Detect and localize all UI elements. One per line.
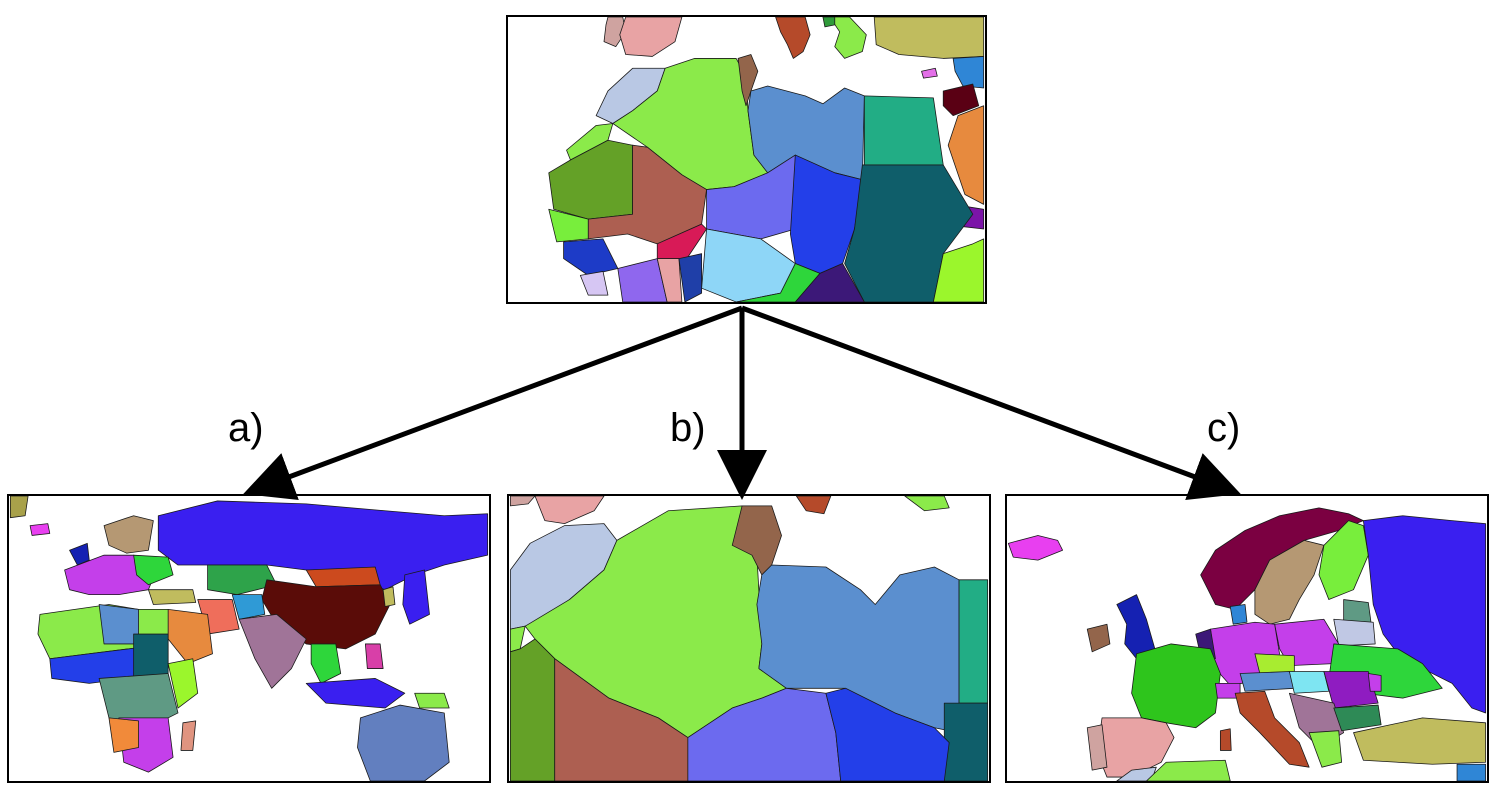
map-panel-a: [7, 494, 491, 783]
region-russia-c: [1362, 515, 1487, 714]
region-ivory: [617, 258, 668, 302]
region-india: [238, 613, 307, 689]
region-moldova-c: [1367, 673, 1382, 692]
region-burkina: [656, 223, 707, 260]
region-iceland-c: [1007, 535, 1063, 561]
region-italy-c: [1234, 690, 1310, 768]
region-turkey: [873, 17, 985, 59]
label-c: c): [1207, 406, 1241, 450]
region-greece-c: [1308, 730, 1343, 768]
region-angola: [108, 717, 139, 753]
region-romania-c: [1323, 671, 1379, 709]
region-italy-b: [795, 496, 832, 515]
region-mauritania-b: [509, 638, 556, 781]
region-togo-benin: [678, 253, 703, 302]
region-hungary-c: [1289, 671, 1330, 694]
region-guinea: [563, 238, 619, 276]
region-greenland-tip: [9, 496, 29, 519]
region-uk-c: [1116, 594, 1157, 660]
region-iberia-b: [509, 496, 536, 507]
region-car: [794, 263, 865, 302]
region-senegal: [548, 208, 589, 243]
region-sudan-a: [133, 633, 169, 679]
region-north-africa-c: [1116, 766, 1157, 781]
region-jordan: [942, 83, 980, 117]
region-saudi: [947, 105, 985, 205]
region-sweden-c: [1254, 539, 1325, 625]
region-syria-c: [1456, 763, 1487, 781]
region-scandinavia: [103, 515, 154, 554]
region-france-c: [1131, 643, 1221, 729]
label-a: a): [228, 406, 264, 450]
region-western-sahara: [566, 123, 614, 161]
region-balkan: [822, 17, 836, 28]
region-iberia: [603, 17, 627, 47]
region-sudan: [844, 164, 974, 302]
region-libya-a: [98, 604, 139, 645]
region-sudan-b: [943, 702, 989, 781]
region-indonesia: [305, 678, 406, 709]
region-egypt: [863, 95, 944, 166]
region-spain: [619, 17, 683, 57]
region-finland-c: [1318, 520, 1369, 600]
region-madagascar: [180, 720, 197, 751]
europe-map: [1007, 507, 1487, 781]
region-ireland-c: [1086, 623, 1111, 653]
region-chad-b: [825, 687, 950, 781]
region-greece: [829, 17, 867, 59]
algeria-libya-map: [509, 496, 989, 781]
region-turkey: [148, 589, 197, 605]
region-egypt-b: [958, 579, 989, 704]
arrow-to-a: [243, 305, 743, 500]
region-algeria-c: [1146, 759, 1231, 781]
region-turkey-c: [1353, 717, 1487, 765]
map-panel-b: [507, 494, 991, 783]
map-panel-c: [1005, 494, 1489, 783]
region-syria: [952, 56, 985, 89]
region-japan: [402, 569, 430, 625]
region-mauritania: [548, 139, 633, 220]
region-kazakh: [207, 564, 278, 596]
region-greece-b: [904, 496, 950, 512]
region-png: [414, 692, 450, 709]
region-cameroon: [735, 263, 821, 302]
region-sardinia-c: [1219, 728, 1232, 751]
region-belarus-c: [1333, 618, 1376, 647]
region-mongolia: [305, 566, 381, 588]
north-africa-map: [548, 17, 985, 302]
region-cyprus: [921, 67, 938, 79]
region-austria-c: [1239, 671, 1295, 692]
region-seasia: [310, 643, 342, 684]
region-portugal-c: [1086, 724, 1108, 771]
region-australia: [357, 704, 450, 781]
region-czech-c: [1254, 653, 1295, 674]
region-spain-b: [534, 496, 605, 525]
region-afghan: [231, 594, 266, 620]
region-east-africa: [167, 658, 199, 709]
region-denmark-c: [1229, 604, 1248, 625]
region-korea: [382, 586, 396, 607]
region-ukraine: [133, 554, 174, 586]
region-iceland: [29, 523, 51, 536]
region-ethiopia: [932, 238, 985, 302]
region-italy: [775, 17, 811, 59]
arrow-to-c: [741, 305, 1241, 500]
region-saudi: [167, 609, 213, 665]
region-bulgaria-c: [1333, 704, 1382, 732]
region-liberia: [579, 271, 609, 296]
region-philippines: [364, 643, 384, 669]
region-uk: [69, 542, 90, 566]
eurasia-africa-map: [9, 496, 489, 781]
top-map-panel: [506, 15, 987, 304]
region-ghana: [656, 258, 683, 302]
label-b: b): [670, 406, 706, 450]
